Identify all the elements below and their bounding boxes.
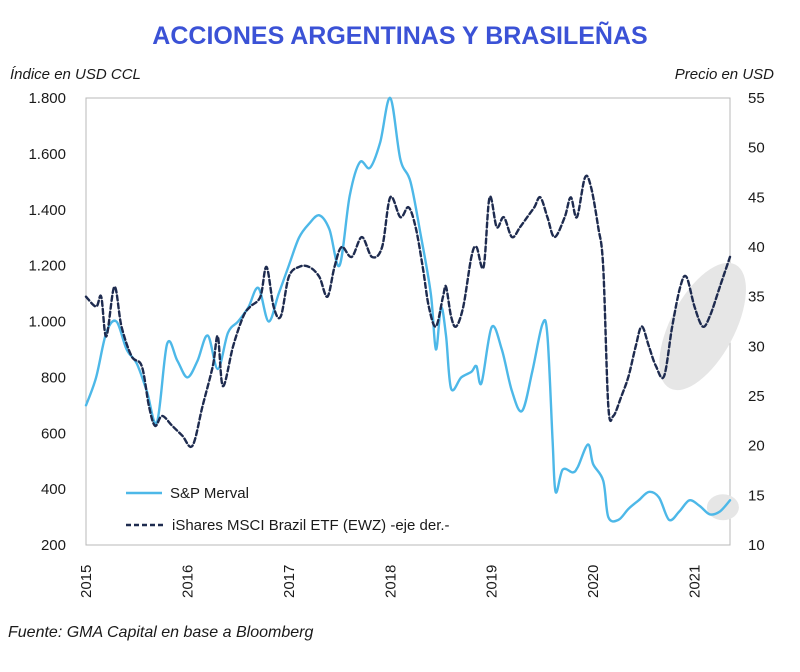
left-tick-label: 400 bbox=[41, 481, 66, 498]
left-axis-ticks: 200 400 600 800 1.000 1.200 1.400 1.600 1.800 bbox=[28, 90, 66, 554]
x-axis-ticks: 2015 2016 2017 2018 2019 2020 2021 bbox=[78, 565, 704, 598]
x-tick-label: 2020 bbox=[585, 565, 602, 598]
x-tick-label: 2015 bbox=[78, 565, 95, 598]
left-tick-label: 1.800 bbox=[28, 90, 66, 107]
left-axis-title: Índice en USD CCL bbox=[10, 66, 141, 83]
right-tick-label: 45 bbox=[748, 189, 765, 206]
chart-title: ACCIONES ARGENTINAS Y BRASILEÑAS bbox=[152, 22, 648, 50]
x-tick-label: 2016 bbox=[179, 565, 196, 598]
x-tick-label: 2021 bbox=[687, 565, 704, 598]
right-tick-label: 25 bbox=[748, 388, 765, 405]
series-line-merval bbox=[84, 96, 732, 523]
right-tick-label: 10 bbox=[748, 537, 765, 554]
legend-label-merval: S&P Merval bbox=[170, 485, 249, 502]
highlight-ellipses bbox=[659, 262, 746, 521]
series-line-ewz bbox=[84, 174, 732, 449]
series-layer bbox=[84, 96, 732, 523]
right-axis-title: Precio en USD bbox=[674, 66, 774, 83]
left-tick-label: 1.600 bbox=[28, 146, 66, 163]
right-tick-label: 40 bbox=[748, 239, 765, 256]
left-tick-label: 600 bbox=[41, 425, 66, 442]
source-note: Fuente: GMA Capital en base a Bloomberg bbox=[8, 624, 314, 641]
right-tick-label: 30 bbox=[748, 338, 765, 355]
legend: S&P Merval iShares MSCI Brazil ETF (EWZ)… bbox=[126, 485, 450, 534]
right-tick-label: 15 bbox=[748, 487, 765, 504]
left-tick-label: 1.400 bbox=[28, 202, 66, 219]
plot-frame bbox=[85, 97, 731, 546]
left-tick-label: 1.000 bbox=[28, 314, 66, 331]
x-tick-label: 2019 bbox=[484, 565, 501, 598]
x-tick-label: 2018 bbox=[382, 565, 399, 598]
left-tick-label: 200 bbox=[41, 537, 66, 554]
x-tick-label: 2017 bbox=[281, 565, 298, 598]
right-tick-label: 50 bbox=[748, 140, 765, 157]
legend-label-ewz: iShares MSCI Brazil ETF (EWZ) -eje der.- bbox=[172, 517, 450, 534]
right-tick-label: 35 bbox=[748, 289, 765, 306]
right-tick-label: 55 bbox=[748, 90, 765, 107]
right-axis-ticks: 10 15 20 25 30 35 40 45 50 55 bbox=[748, 90, 765, 554]
left-tick-label: 1.200 bbox=[28, 258, 66, 275]
left-tick-label: 800 bbox=[41, 369, 66, 386]
right-tick-label: 20 bbox=[748, 438, 765, 455]
